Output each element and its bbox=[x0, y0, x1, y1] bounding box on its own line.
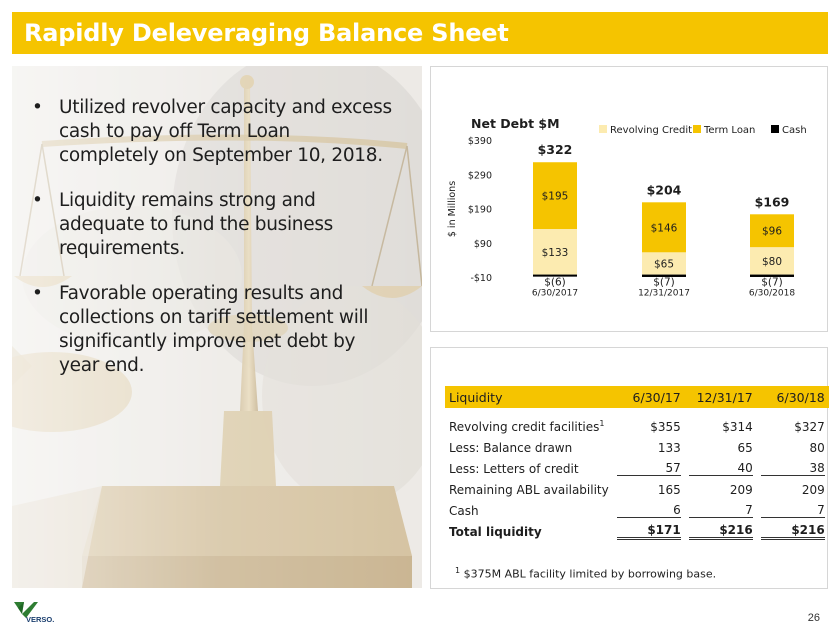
bar-revolving-credit bbox=[750, 247, 794, 275]
bar-cash bbox=[750, 274, 794, 277]
y-tick-label: $90 bbox=[474, 239, 492, 250]
table-cell: 57 bbox=[613, 458, 685, 479]
slide-title: Rapidly Deleveraging Balance Sheet bbox=[24, 19, 509, 47]
bullet-text: Favorable operating results and collecti… bbox=[59, 283, 369, 376]
table-cell: $171 bbox=[613, 521, 685, 542]
table-cell: 38 bbox=[757, 458, 829, 479]
legend-label: Term Loan bbox=[703, 125, 755, 136]
bar-term-loan bbox=[642, 202, 686, 253]
bar-term-loan bbox=[750, 214, 794, 248]
data-label-revolving-credit: $80 bbox=[762, 256, 782, 268]
row-label: Total liquidity bbox=[449, 524, 542, 539]
row-label: Revolving credit facilities1 bbox=[449, 419, 605, 434]
bar-revolving-credit bbox=[642, 252, 686, 275]
verso-logo: VERSO. bbox=[12, 600, 72, 624]
verso-logo-mark: VERSO. bbox=[14, 602, 54, 624]
net-debt-chart: Net Debt $M $ in Millions -$10 $90 $190 $290 $… bbox=[447, 116, 807, 299]
bullet-symbol: • bbox=[32, 97, 43, 118]
table-cell: $216 bbox=[757, 521, 829, 542]
title-bar: Rapidly Deleveraging Balance Sheet bbox=[12, 12, 828, 54]
table-header: Liquidity bbox=[445, 386, 613, 408]
bullet-text: Liquidity remains strong and adequate to… bbox=[59, 190, 333, 259]
verso-logo-text: VERSO. bbox=[26, 615, 54, 624]
table-cell: 165 bbox=[657, 482, 681, 497]
table-cell: $355 bbox=[650, 419, 681, 434]
table-row: Less: Balance drawn 133 65 80 bbox=[445, 437, 829, 458]
x-tick-label: 6/30/2017 bbox=[532, 289, 578, 299]
table-cell: 209 bbox=[801, 482, 825, 497]
row-label: Remaining ABL availability bbox=[449, 482, 609, 497]
table-cell: 7 bbox=[685, 500, 757, 521]
data-label-total: $322 bbox=[538, 142, 573, 157]
bullet-item: • Utilized revolver capacity and excess … bbox=[32, 96, 392, 168]
footnote-text: $375M ABL facility limited by borrowing … bbox=[463, 567, 717, 581]
table-cell: $327 bbox=[794, 419, 825, 434]
table-row: Cash 6 7 7 bbox=[445, 500, 829, 521]
footnote-mark: 1 bbox=[455, 566, 461, 575]
legend-swatch bbox=[693, 125, 701, 133]
table-cell: 40 bbox=[685, 458, 757, 479]
y-tick-label: $290 bbox=[468, 170, 492, 181]
legend-label: Revolving Credit bbox=[610, 125, 692, 136]
liquidity-table-panel: Liquidity 6/30/17 12/31/17 6/30/18 Revol… bbox=[430, 347, 829, 589]
liquidity-table: Liquidity 6/30/17 12/31/17 6/30/18 Revol… bbox=[445, 386, 829, 542]
data-label-total: $169 bbox=[755, 194, 790, 209]
bullet-item: • Liquidity remains strong and adequate … bbox=[32, 189, 392, 261]
x-tick-label: 12/31/2017 bbox=[638, 289, 690, 299]
bullet-list: • Utilized revolver capacity and excess … bbox=[32, 96, 392, 399]
table-row-total: Total liquidity $171 $216 $216 bbox=[445, 521, 829, 542]
table-row: Remaining ABL availability 165 209 209 bbox=[445, 479, 829, 500]
table-cell: 133 bbox=[657, 440, 681, 455]
table-cell: 6 bbox=[613, 500, 685, 521]
table-row: Revolving credit facilities1 $355 $314 $… bbox=[445, 416, 829, 437]
bullet-text: Utilized revolver capacity and excess ca… bbox=[59, 97, 392, 166]
legend-swatch bbox=[599, 125, 607, 133]
data-label-cash: $(7) bbox=[761, 277, 783, 289]
data-label-cash: $(6) bbox=[544, 277, 566, 289]
bar-cash bbox=[642, 274, 686, 277]
scales-of-justice-illustration bbox=[12, 66, 422, 588]
legend-swatch bbox=[771, 125, 779, 133]
chart-title: Net Debt $M bbox=[471, 116, 560, 131]
table-header: 6/30/17 bbox=[612, 386, 685, 408]
table-cell: $216 bbox=[685, 521, 757, 542]
data-label-term-loan: $146 bbox=[651, 222, 678, 234]
table-row: Less: Letters of credit 57 40 38 bbox=[445, 458, 829, 479]
y-axis-label: $ in Millions bbox=[447, 181, 458, 237]
data-label-term-loan: $195 bbox=[542, 191, 569, 203]
bar-cash bbox=[533, 274, 577, 277]
footnote-marker: 1 bbox=[599, 419, 605, 428]
y-tick-label: -$10 bbox=[470, 273, 492, 284]
bar-revolving-credit bbox=[533, 229, 577, 275]
bullet-symbol: • bbox=[32, 283, 43, 304]
net-debt-chart-panel: Net Debt $M $ in Millions -$10 $90 $190 $290 $… bbox=[430, 66, 828, 332]
table-header-row: Liquidity 6/30/17 12/31/17 6/30/18 bbox=[445, 386, 829, 408]
bullet-item: • Favorable operating results and collec… bbox=[32, 282, 392, 378]
data-label-revolving-credit: $133 bbox=[542, 247, 569, 259]
table-cell: 65 bbox=[737, 440, 753, 455]
page-number: 26 bbox=[807, 612, 820, 624]
table-cell: 209 bbox=[729, 482, 753, 497]
table-header: 6/30/18 bbox=[756, 386, 829, 408]
bar-term-loan bbox=[533, 162, 577, 230]
y-tick-label: $390 bbox=[468, 136, 492, 147]
table-header: 12/31/17 bbox=[684, 386, 757, 408]
table-cell: $314 bbox=[722, 419, 753, 434]
table-cell: 7 bbox=[757, 500, 829, 521]
y-tick-label: $190 bbox=[468, 205, 492, 216]
data-label-total: $204 bbox=[647, 182, 682, 197]
row-label: Less: Balance drawn bbox=[449, 440, 573, 455]
data-label-term-loan: $96 bbox=[762, 226, 782, 238]
scales-of-justice-image bbox=[12, 66, 422, 588]
bullet-symbol: • bbox=[32, 190, 43, 211]
data-label-revolving-credit: $65 bbox=[654, 258, 674, 270]
row-label: Cash bbox=[449, 503, 479, 518]
row-label: Less: Letters of credit bbox=[449, 461, 579, 476]
legend-label: Cash bbox=[782, 125, 807, 136]
x-tick-label: 6/30/2018 bbox=[749, 289, 795, 299]
data-label-cash: $(7) bbox=[653, 277, 675, 289]
table-cell: 80 bbox=[809, 440, 825, 455]
footnote: 1 $375M ABL facility limited by borrowin… bbox=[455, 566, 716, 581]
